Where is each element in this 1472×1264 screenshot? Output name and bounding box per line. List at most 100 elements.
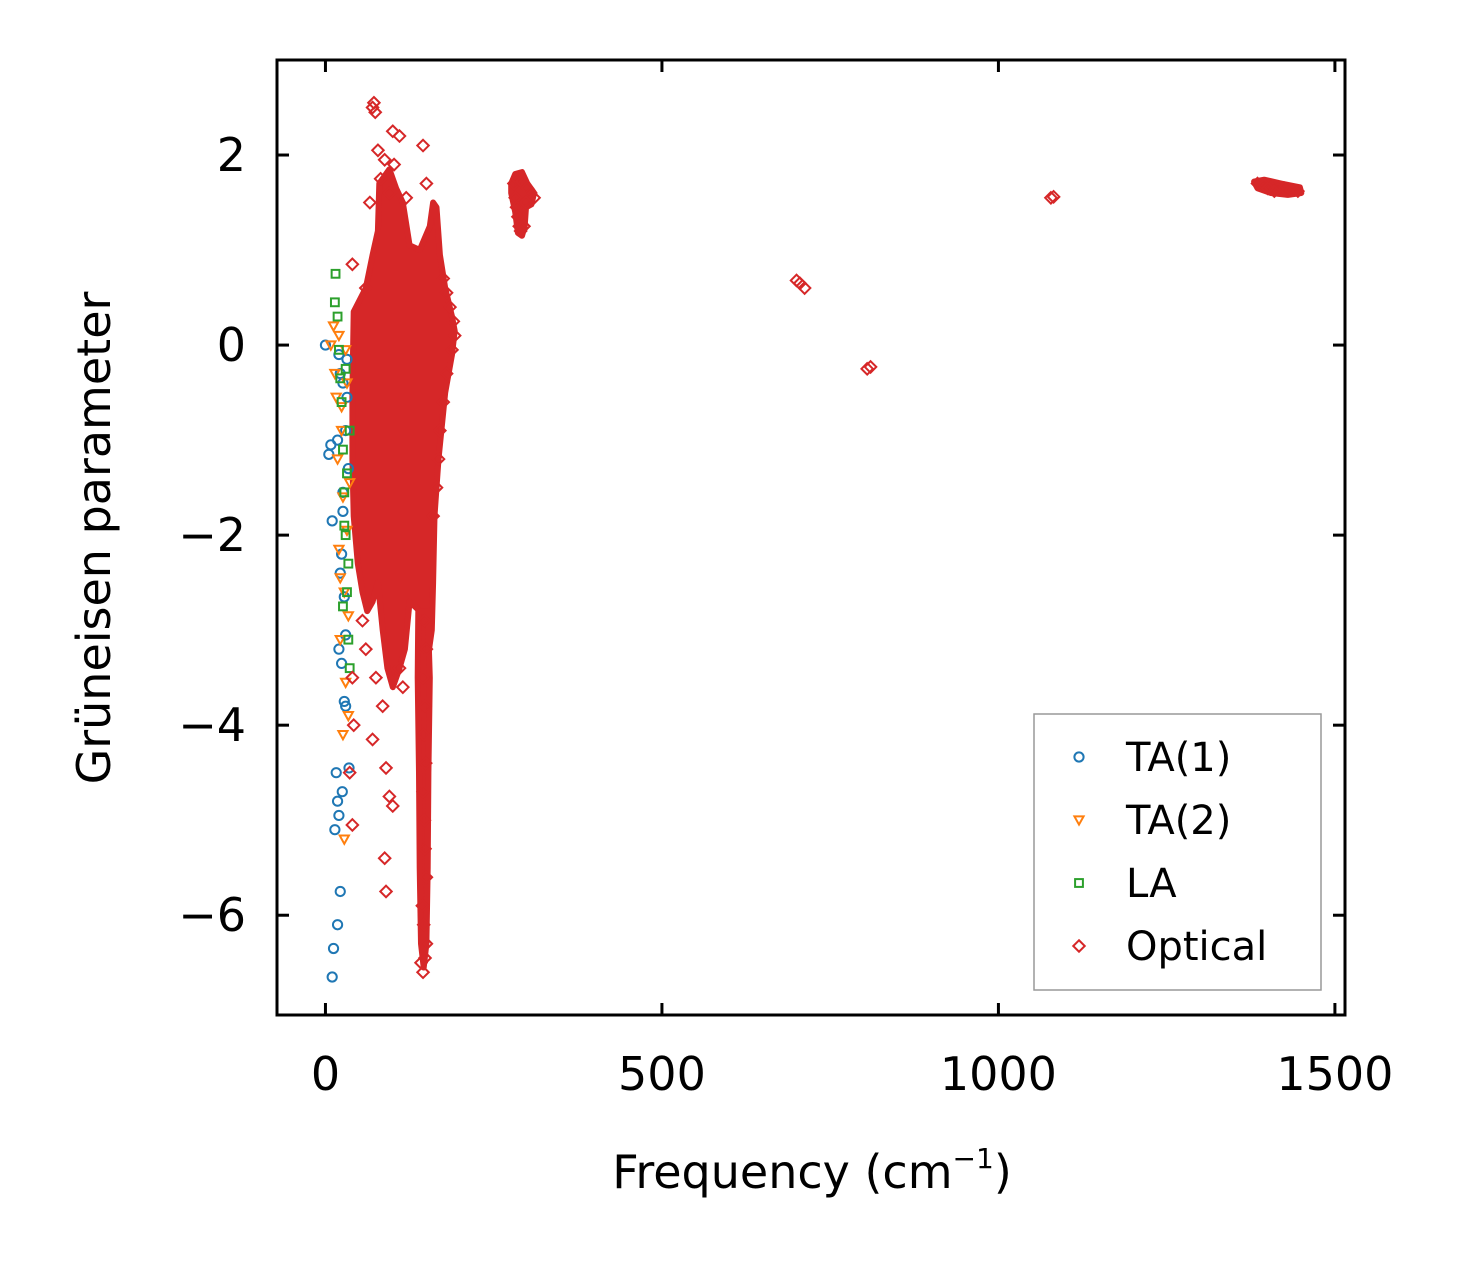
point-optical: [415, 898, 430, 913]
y-tick-label: 0: [217, 318, 246, 372]
point-ta-2: [324, 340, 338, 352]
x-tick-label: 0: [311, 1047, 340, 1101]
point-optical: [386, 157, 402, 172]
point-optical: [375, 699, 390, 714]
point-optical: [368, 670, 384, 685]
point-optical: [863, 359, 878, 375]
x-axis-ticks: 0 500 1000 1500: [311, 60, 1393, 1101]
point-ta-1: [330, 767, 342, 779]
point-optical: [370, 143, 386, 158]
point-ta-1: [331, 919, 344, 931]
point-la: [338, 601, 348, 612]
point-optical: [860, 361, 875, 376]
point-optical: [429, 480, 444, 495]
point-ta-1: [340, 700, 352, 712]
point-optical: [506, 176, 522, 191]
point-optical: [797, 280, 812, 296]
optical-dense-cluster-0: [349, 166, 458, 691]
point-optical: [345, 670, 360, 685]
point-optical: [358, 641, 373, 657]
point-la: [332, 311, 343, 322]
point-ta-1: [334, 885, 346, 898]
point-optical: [1260, 181, 1275, 196]
point-ta-2: [331, 454, 344, 466]
point-ta-1: [336, 786, 348, 798]
y-axis-label: Grüneisen parameter: [67, 291, 121, 784]
dense-clusters: [349, 166, 1305, 971]
point-optical: [342, 765, 357, 780]
point-la: [330, 268, 341, 279]
point-optical: [415, 965, 431, 980]
point-optical: [444, 342, 460, 357]
point-optical: [417, 841, 433, 856]
point-optical: [417, 950, 433, 966]
point-la: [339, 487, 350, 498]
point-optical: [1267, 183, 1282, 199]
point-optical: [415, 670, 431, 685]
legend: TA(1) TA(2) LA Optical: [1033, 713, 1322, 991]
point-ta-2: [337, 834, 351, 846]
point-optical: [419, 176, 434, 191]
point-optical: [512, 219, 527, 234]
point-ta-1: [343, 762, 355, 774]
legend-label-ta-2: TA(2): [1125, 798, 1231, 844]
y-tick-label: −6: [178, 888, 246, 942]
point-optical: [416, 917, 431, 932]
point-optical: [382, 185, 397, 201]
point-optical: [425, 508, 441, 524]
point-ta-1: [329, 824, 341, 836]
point-ta-1: [333, 643, 345, 655]
point-ta-2: [335, 402, 348, 414]
point-optical: [1290, 183, 1306, 199]
y-tick-label: −4: [178, 698, 246, 752]
point-optical: [415, 138, 431, 153]
point-optical: [439, 366, 454, 381]
point-la: [343, 558, 354, 569]
point-ta-2: [339, 677, 352, 690]
point-optical: [1046, 189, 1061, 205]
x-tick-label: 1500: [1276, 1047, 1393, 1101]
point-optical: [518, 195, 534, 210]
point-optical: [385, 798, 400, 814]
point-ta-1: [331, 434, 344, 446]
point-la: [338, 444, 348, 455]
x-tick-label: 500: [618, 1047, 706, 1101]
point-optical: [431, 451, 446, 467]
point-optical: [413, 955, 429, 970]
legend-marker-ta-2: [1072, 815, 1086, 827]
point-ta-1: [334, 567, 346, 579]
point-ta-2: [342, 710, 355, 723]
point-ta-2: [336, 729, 350, 742]
scatter-points: [319, 95, 1306, 983]
point-ta-2: [332, 330, 346, 343]
point-ta-2: [332, 544, 346, 557]
point-optical: [365, 732, 380, 747]
legend-marker-optical: [1071, 938, 1087, 954]
point-optical: [373, 171, 388, 186]
point-optical: [377, 851, 392, 866]
point-optical: [416, 727, 431, 742]
point-optical: [439, 285, 454, 300]
y-tick-label: −2: [178, 508, 246, 562]
point-ta-1: [331, 795, 344, 807]
legend-label-optical: Optical: [1126, 924, 1267, 970]
point-optical: [346, 718, 361, 733]
point-optical: [1270, 182, 1285, 197]
point-optical: [392, 128, 407, 144]
point-la: [342, 587, 352, 598]
point-optical: [447, 328, 462, 343]
point-optical: [418, 756, 433, 771]
legend-marker-ta-1: [1073, 751, 1085, 763]
legend-label-ta-1: TA(1): [1125, 735, 1231, 781]
point-ta-2: [327, 321, 340, 333]
x-tick-label: 1000: [940, 1047, 1057, 1101]
point-la: [339, 520, 350, 531]
point-la: [342, 468, 352, 479]
point-ta-1: [327, 942, 340, 955]
point-optical: [526, 190, 542, 205]
point-optical: [419, 870, 434, 885]
point-optical: [378, 760, 394, 776]
point-optical: [377, 152, 392, 167]
point-la: [334, 344, 344, 355]
point-ta-2: [340, 378, 354, 390]
